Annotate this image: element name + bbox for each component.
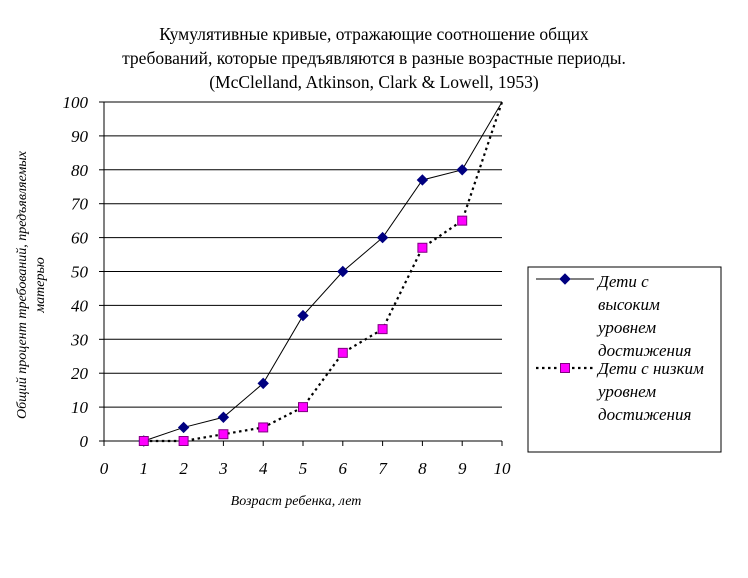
series-0-line [143,101,503,442]
series-1-point-3 [258,422,269,433]
y-tick-label-8: 80 [71,161,89,180]
series-1-line [143,101,504,443]
series-1-point-5 [337,347,348,358]
y-tick-label-4: 40 [71,296,89,315]
x-tick-label-5: 5 [299,459,308,478]
series-1-point-0 [138,436,149,446]
series-1-point-8 [457,215,468,226]
legend-1-label-line-2: достижения [598,405,691,424]
x-tick-label-2: 2 [179,459,188,478]
x-tick-label-8: 8 [418,459,427,478]
series-0-point-2 [217,411,230,423]
legend-box [527,266,722,453]
legend-0-marker [559,273,571,285]
series-1-point-2 [218,429,229,440]
legend-0-label-line-3: достижения [598,341,691,360]
series-1 [138,101,504,446]
y-tick-label-5: 50 [71,263,89,282]
x-tick-label-1: 1 [140,459,149,478]
series-1-point-7 [417,242,428,253]
legend-0-label-line-1: высоким [598,295,660,314]
series-1-point-4 [298,402,308,413]
y-tick-label-1: 10 [71,398,89,417]
chart-title-line-1: Кумулятивные кривые, отражающие соотноше… [159,24,589,44]
series-0-point-7 [416,174,429,186]
y-tick-label-0: 0 [80,432,89,451]
series-0-point-1 [177,421,190,434]
legend-1-marker [560,363,570,373]
series-0-point-6 [376,231,389,244]
x-axis-label: Возраст ребенка, лет [231,494,362,509]
x-tick-labels: 0 1 2 3 4 5 6 7 8 9 10 [100,459,511,478]
series-0-point-4 [297,309,309,322]
series-0-point-8 [456,164,468,176]
y-tick-label-9: 90 [71,127,89,146]
legend-0-label-line-2: уровнем [596,318,656,337]
x-tick-label-0: 0 [100,459,109,478]
legend-0-label-line-0: Дети с [596,272,649,291]
legend-1-label-line-0: Дети с низким [596,359,704,378]
series-0-point-5 [337,265,349,278]
y-tick-label-6: 60 [71,229,89,248]
x-tick-label-4: 4 [259,459,268,478]
y-tick-label-7: 70 [71,195,89,214]
series-group [138,101,504,447]
axes [103,102,503,446]
series-0 [138,101,503,447]
y-axis-label-line-2: матерью [33,257,48,314]
legend-1-label-line-1: уровнем [596,382,656,401]
y-tick-label-10: 100 [63,93,89,112]
y-axis-label: Общий процент требований, предъявляемых … [15,150,48,419]
grid-lines [99,101,502,442]
chart-title-line-2: требований, которые предъявляются в разн… [122,48,626,68]
series-1-point-1 [178,436,189,446]
x-tick-label-7: 7 [378,459,388,478]
y-axis-label-line-1: Общий процент требований, предъявляемых [15,150,30,419]
y-tick-labels: 0 10 20 30 40 50 60 70 80 90 100 [63,93,89,451]
x-tick-label-6: 6 [339,459,348,478]
x-tick-label-3: 3 [218,459,228,478]
x-tick-label-10: 10 [494,459,512,478]
chart-title-line-3: (McClelland, Atkinson, Clark & Lowell, 1… [209,72,539,92]
y-tick-label-2: 20 [71,364,89,383]
chart-title: Кумулятивные кривые, отражающие соотноше… [0,22,748,94]
series-1-point-6 [377,324,388,335]
x-tick-label-9: 9 [458,459,467,478]
y-tick-label-3: 30 [70,330,89,349]
series-0-point-3 [257,377,269,390]
